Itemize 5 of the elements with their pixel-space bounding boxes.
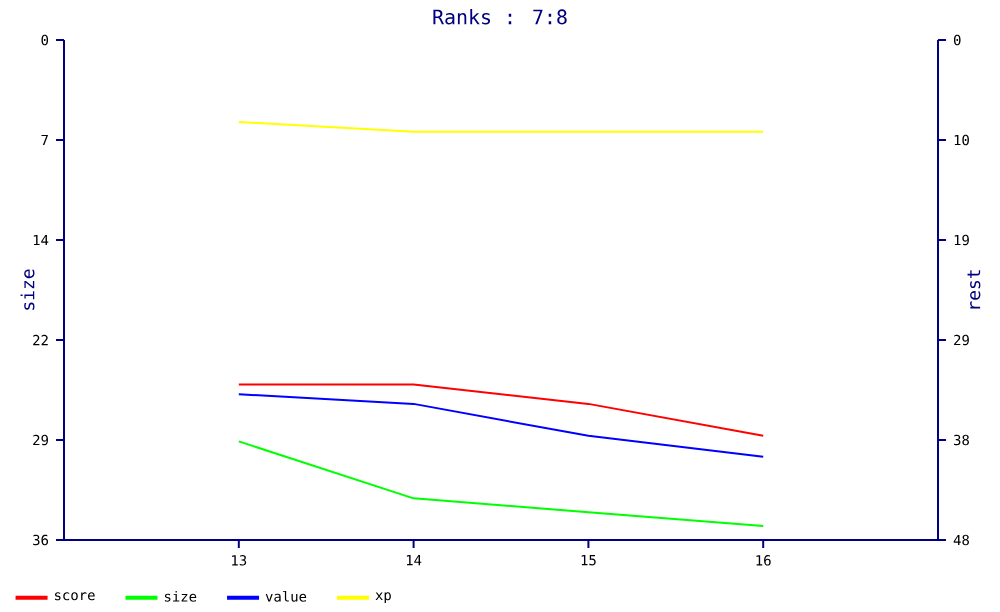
y-axis-title: size xyxy=(20,269,35,310)
y2-axis-title: rest xyxy=(967,269,981,309)
chart-title: Ranks : 7:8 xyxy=(433,8,567,25)
line-series xyxy=(237,440,765,527)
line-series xyxy=(237,392,765,458)
